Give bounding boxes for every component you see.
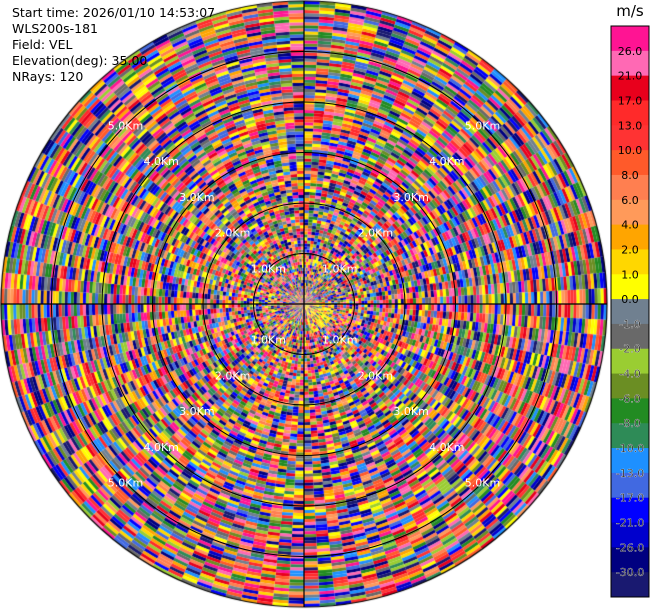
range-label-4-1: 4.0Km xyxy=(143,155,178,168)
colorbar-swatch-21 xyxy=(611,522,649,548)
range-label-3-3: 3.0Km xyxy=(179,405,214,418)
colorbar-swatch-9 xyxy=(611,224,649,250)
range-ring-5 xyxy=(51,51,557,557)
colorbar-tick-10: 1.0 xyxy=(621,268,639,281)
colorbar-swatch-1 xyxy=(611,26,649,52)
colorbar-tick-11: 0.0 xyxy=(621,293,639,306)
range-label-1-4: 1.0Km xyxy=(322,334,357,347)
colorbar-swatch-10 xyxy=(611,249,649,275)
range-label-4-4: 4.0Km xyxy=(429,441,464,454)
colorbar-tick-1: 26.0 xyxy=(618,45,643,58)
range-label-1-3: 1.0Km xyxy=(251,334,286,347)
range-ring-4 xyxy=(101,101,507,507)
colorbar-swatch-5 xyxy=(611,125,649,151)
colorbar-tick-7: 6.0 xyxy=(621,194,639,207)
colorbar-swatch-14 xyxy=(611,348,649,375)
colorbar-swatch-4 xyxy=(611,100,649,126)
colorbar-frame xyxy=(610,25,650,598)
colorbar-tick-15: -6.0 xyxy=(619,392,640,405)
colorbar-tick-8: 4.0 xyxy=(621,219,639,232)
colorbar-tick-16: -8.0 xyxy=(619,417,640,430)
start-time-label: Start time: 2026/01/10 14:53:07 xyxy=(12,5,216,20)
colorbar-title: m/s xyxy=(616,2,644,20)
colorbar-swatch-20 xyxy=(611,497,649,524)
range-label-2-1: 2.0Km xyxy=(215,227,250,240)
colorbar-swatch-2 xyxy=(611,50,649,77)
colorbar-swatch-12 xyxy=(611,299,649,325)
colorbar-tick-19: -17.0 xyxy=(616,492,644,505)
colorbar-swatch-8 xyxy=(611,199,649,226)
elevation-label: Elevation(deg): 35.00 xyxy=(12,53,148,68)
colorbar-tick-5: 10.0 xyxy=(618,144,643,157)
range-ring-1 xyxy=(253,253,355,355)
range-label-5-4: 5.0Km xyxy=(465,477,500,490)
range-label-3-4: 3.0Km xyxy=(393,405,428,418)
colorbar-swatch-3 xyxy=(611,75,649,101)
range-ring-2 xyxy=(202,202,406,406)
colorbar-tick-20: -21.0 xyxy=(616,517,644,530)
range-label-2-2: 2.0Km xyxy=(358,227,393,240)
range-label-2-4: 2.0Km xyxy=(358,369,393,382)
range-label-3-2: 3.0Km xyxy=(393,191,428,204)
range-label-4-2: 4.0Km xyxy=(429,155,464,168)
colorbar-tick-18: -13.0 xyxy=(616,467,644,480)
range-label-1-2: 1.0Km xyxy=(322,262,357,275)
colorbar-tick-9: 2.0 xyxy=(621,243,639,256)
colorbar-tick-3: 17.0 xyxy=(618,94,643,107)
range-label-5-1: 5.0Km xyxy=(108,119,143,132)
colorbar-swatch-18 xyxy=(611,448,649,474)
colorbar-tick-6: 8.0 xyxy=(621,169,639,182)
colorbar-tick-22: -30.0 xyxy=(616,566,644,579)
colorbar-tick-2: 21.0 xyxy=(618,70,643,83)
field-label: Field: VEL xyxy=(12,37,73,52)
colorbar-swatch-16 xyxy=(611,398,649,424)
colorbar-swatch-17 xyxy=(611,423,649,449)
colorbar-swatch-15 xyxy=(611,373,649,399)
colorbar-tick-17: -10.0 xyxy=(616,442,644,455)
colorbar-swatch-23 xyxy=(611,572,649,598)
range-label-5-3: 5.0Km xyxy=(108,477,143,490)
colorbar-swatch-7 xyxy=(611,174,649,201)
colorbar-tick-14: -4.0 xyxy=(619,368,640,381)
range-label-3-1: 3.0Km xyxy=(179,191,214,204)
range-label-5-2: 5.0Km xyxy=(465,119,500,132)
range-label-2-3: 2.0Km xyxy=(215,369,250,382)
range-ring-3 xyxy=(152,152,456,456)
colorbar-swatch-19 xyxy=(611,472,649,499)
colorbar-tick-4: 13.0 xyxy=(618,119,643,132)
colorbar-swatch-11 xyxy=(611,274,649,300)
colorbar-swatch-22 xyxy=(611,547,649,573)
colorbar-tick-13: -2.0 xyxy=(619,343,640,356)
colorbar-swatch-13 xyxy=(611,323,649,350)
range-label-1-1: 1.0Km xyxy=(251,262,286,275)
nrays-label: NRays: 120 xyxy=(12,69,84,84)
range-label-4-3: 4.0Km xyxy=(143,441,178,454)
instrument-label: WLS200s-181 xyxy=(12,21,98,36)
colorbar-swatch-6 xyxy=(611,150,649,176)
colorbar-tick-12: -1.0 xyxy=(619,318,640,331)
colorbar-tick-21: -26.0 xyxy=(616,541,644,554)
